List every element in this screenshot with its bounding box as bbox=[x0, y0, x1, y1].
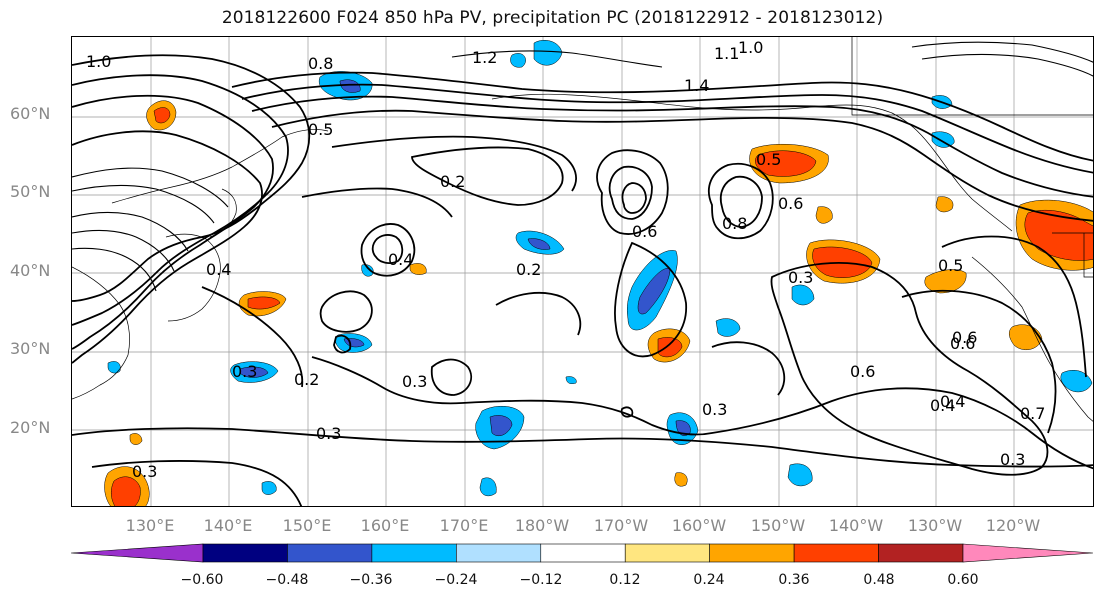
contour-label: 0.3 bbox=[1000, 450, 1025, 469]
contour-label: 0.5 bbox=[938, 256, 963, 275]
colorbar bbox=[71, 543, 1094, 563]
contour-label: 1.0 bbox=[86, 52, 111, 71]
contour-label: 0.6 bbox=[778, 194, 803, 213]
contour-label: 0.3 bbox=[702, 400, 727, 419]
contour-label: 0.5 bbox=[308, 120, 333, 139]
lon-label-130w: 130°W bbox=[907, 516, 963, 535]
colorbar-tick: −0.24 bbox=[434, 572, 478, 588]
contour-label: 1.0 bbox=[738, 38, 763, 57]
contour-label: 1.4 bbox=[684, 76, 709, 95]
contour-label: 0.2 bbox=[440, 172, 465, 191]
colorbar-segment bbox=[202, 543, 288, 563]
lat-label-30n: 30°N bbox=[10, 339, 51, 358]
colorbar-extend-max bbox=[962, 543, 1094, 563]
lat-label-50n: 50°N bbox=[10, 182, 51, 201]
colorbar-segment bbox=[878, 543, 964, 563]
colorbar-segment bbox=[456, 543, 542, 563]
contour-labels: 1.0 0.8 1.2 1.4 1.0 1.1 0.5 0.2 0.6 0.5 … bbox=[86, 38, 1045, 481]
colorbar-segment bbox=[540, 543, 626, 563]
contour-label: 0.6 bbox=[952, 328, 977, 347]
lon-label-140w: 140°W bbox=[828, 516, 884, 535]
colorbar-tick: 0.12 bbox=[609, 572, 641, 588]
coastline-kamchatka bbox=[111, 129, 329, 204]
contour-label: 0.4 bbox=[940, 392, 965, 411]
contour-label: 0.3 bbox=[316, 424, 341, 443]
lon-label-140e: 140°E bbox=[203, 516, 253, 535]
lat-label-60n: 60°N bbox=[10, 104, 51, 123]
colorbar-segment bbox=[371, 543, 457, 563]
lon-label-160e: 160°E bbox=[360, 516, 410, 535]
colorbar-tick: 0.36 bbox=[778, 572, 810, 588]
contour-label: 0.8 bbox=[722, 214, 747, 233]
contour-label: 0.4 bbox=[388, 250, 413, 269]
contour-label: 1.2 bbox=[472, 48, 497, 67]
coastline-alaska bbox=[491, 93, 1013, 232]
colorbar-segment bbox=[287, 543, 373, 563]
contour-label: 0.8 bbox=[308, 54, 333, 73]
coastlines bbox=[72, 37, 1093, 422]
precip-shading bbox=[104, 40, 1093, 506]
contour-label: 0.3 bbox=[788, 268, 813, 287]
map-panel: 1.0 0.8 1.2 1.4 1.0 1.1 0.5 0.2 0.6 0.5 … bbox=[71, 36, 1094, 507]
lon-label-170w: 170°W bbox=[593, 516, 649, 535]
contour-label: 1.1 bbox=[714, 44, 739, 63]
contour-label: 0.2 bbox=[516, 260, 541, 279]
colorbar-tick: 0.60 bbox=[947, 572, 979, 588]
contour-label: 0.3 bbox=[402, 372, 427, 391]
lon-label-170e: 170°E bbox=[439, 516, 489, 535]
pv-contours bbox=[72, 54, 1093, 506]
coastline-asia bbox=[72, 266, 130, 400]
contour-label: 0.2 bbox=[294, 370, 319, 389]
colorbar-segment bbox=[624, 543, 710, 563]
lon-label-130e: 130°E bbox=[125, 516, 175, 535]
colorbar-tick: 0.24 bbox=[693, 572, 725, 588]
colorbar-tick: −0.36 bbox=[349, 572, 393, 588]
colorbar-tick: −0.60 bbox=[180, 572, 224, 588]
lon-label-160w: 160°W bbox=[671, 516, 727, 535]
lon-label-180w: 180°W bbox=[514, 516, 570, 535]
contour-label: 0.4 bbox=[206, 260, 231, 279]
colorbar-segment bbox=[793, 543, 879, 563]
colorbar-tick: −0.48 bbox=[265, 572, 309, 588]
contour-label: 0.7 bbox=[1020, 404, 1045, 423]
contour-label: 0.3 bbox=[132, 462, 157, 481]
contour-label: 0.6 bbox=[950, 334, 975, 353]
contour-label: 0.3 bbox=[232, 362, 257, 381]
contour-label: 0.4 bbox=[930, 396, 955, 415]
map-canvas: 1.0 0.8 1.2 1.4 1.0 1.1 0.5 0.2 0.6 0.5 … bbox=[72, 37, 1093, 506]
lat-label-20n: 20°N bbox=[10, 418, 51, 437]
colorbar-tick: −0.12 bbox=[519, 572, 563, 588]
colorbar-extend-min bbox=[71, 543, 204, 563]
lon-label-120w: 120°W bbox=[985, 516, 1041, 535]
contour-label: 0.5 bbox=[756, 150, 781, 169]
lon-label-150e: 150°E bbox=[282, 516, 332, 535]
contour-label: 0.6 bbox=[850, 362, 875, 381]
coastline-north-america bbox=[971, 256, 1093, 422]
colorbar-tick: 0.48 bbox=[863, 572, 895, 588]
lon-label-150w: 150°W bbox=[750, 516, 806, 535]
map-title: 2018122600 F024 850 hPa PV, precipitatio… bbox=[221, 8, 884, 28]
lat-label-40n: 40°N bbox=[10, 261, 51, 280]
contour-label: 0.6 bbox=[632, 222, 657, 241]
colorbar-segment bbox=[709, 543, 795, 563]
